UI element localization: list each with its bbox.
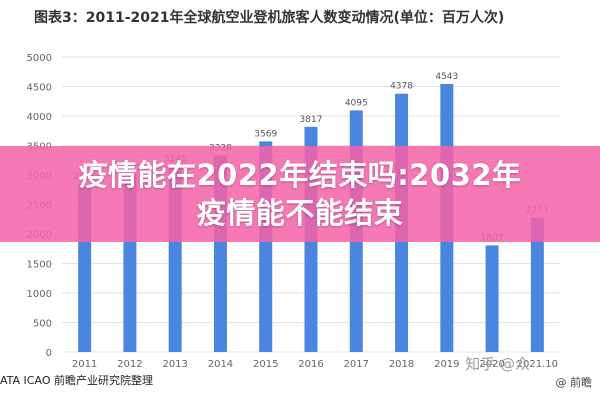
data-label-2017: 4095 xyxy=(345,98,368,108)
headline-line-1: 疫情能在2022年结束吗:2032年 xyxy=(78,158,522,192)
y-tick-label: 5000 xyxy=(27,53,52,64)
x-tick-label-2015: 2015 xyxy=(253,359,278,370)
y-tick-label: 0 xyxy=(46,348,52,359)
bar-2021.10 xyxy=(530,217,544,352)
data-label-2018: 4378 xyxy=(390,82,413,92)
x-tick-label-2013: 2013 xyxy=(162,359,187,370)
x-tick-label-2014: 2014 xyxy=(208,359,233,370)
y-tick-label: 4500 xyxy=(27,83,52,94)
x-tick-label-2016: 2016 xyxy=(298,359,323,370)
zhihu-watermark: 知乎 @众 xyxy=(465,355,530,373)
x-tick-label-2017: 2017 xyxy=(344,359,369,370)
y-tick-label: 500 xyxy=(33,319,52,330)
headline-line-2: 疫情能不能结束 xyxy=(196,196,404,230)
x-tick-label-2021.10: 2021.10 xyxy=(517,359,558,370)
brand-watermark: @ 前瞻 xyxy=(553,374,594,390)
x-tick-label-2012: 2012 xyxy=(117,359,142,370)
y-tick-label: 4000 xyxy=(27,112,52,123)
x-tick-label-2020: 2020 xyxy=(479,359,504,370)
y-tick-label: 1500 xyxy=(27,260,52,271)
data-label-2016: 3817 xyxy=(300,115,323,125)
x-tick-label-2011: 2011 xyxy=(72,359,97,370)
source-note: ATA ICAO 前瞻产业研究院整理 xyxy=(0,374,153,387)
x-tick-label-2019: 2019 xyxy=(434,359,459,370)
headline-banner: 疫情能在2022年结束吗:2032年 疫情能不能结束 xyxy=(0,146,600,242)
y-tick-label: 1000 xyxy=(27,289,52,300)
data-label-2019: 4543 xyxy=(435,72,458,82)
x-tick-label-2018: 2018 xyxy=(389,359,414,370)
data-label-2015: 3569 xyxy=(254,129,277,139)
bar-2020 xyxy=(485,245,499,352)
chart-title: 图表3：2011-2021年全球航空业登机旅客人数变动情况(单位：百万人次) xyxy=(34,9,504,26)
